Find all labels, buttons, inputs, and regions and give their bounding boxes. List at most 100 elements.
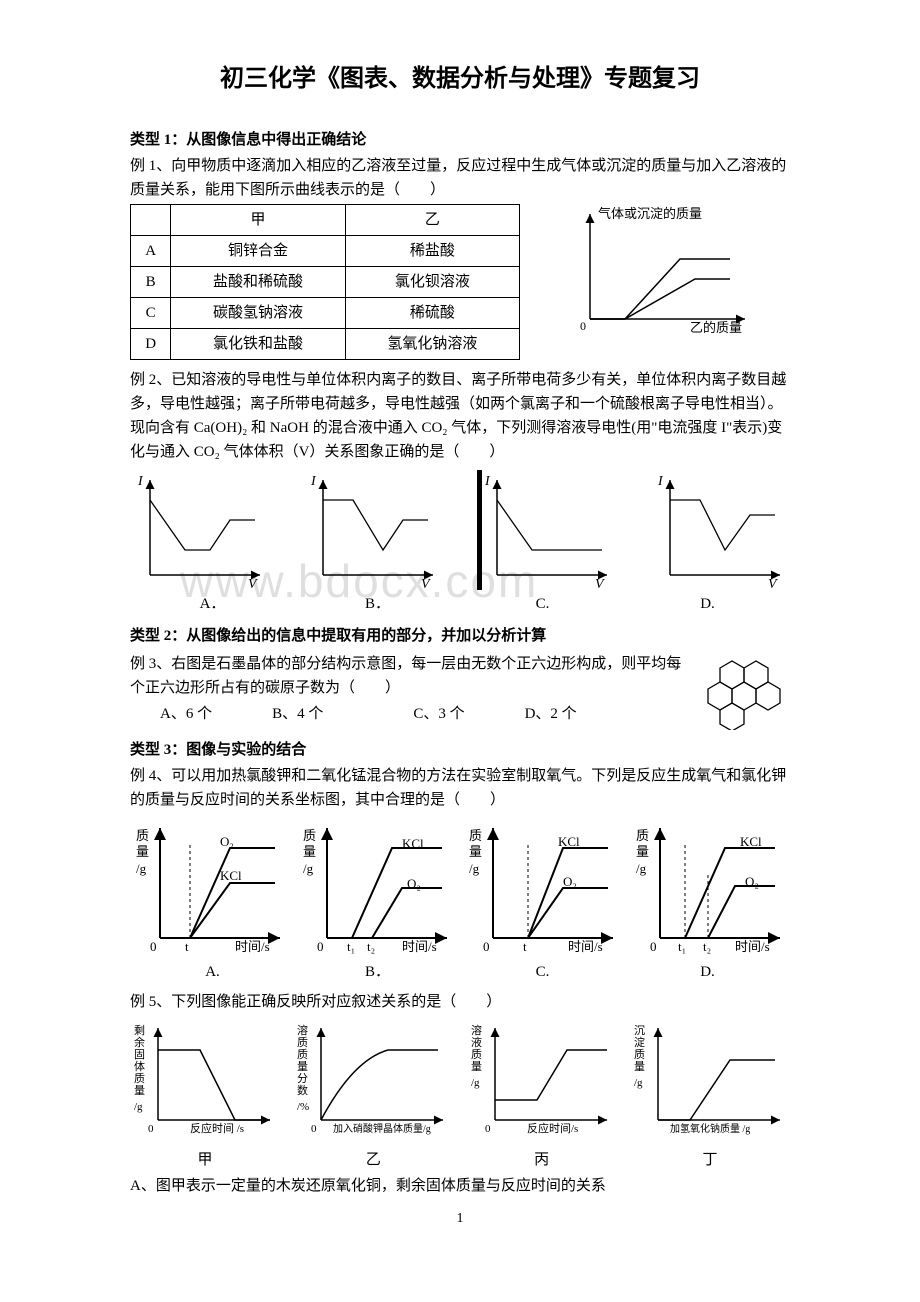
ex5-cap-c: 丙 <box>467 1148 617 1172</box>
svg-text:/%: /% <box>297 1101 309 1113</box>
svg-text:I: I <box>137 474 144 489</box>
ex1-prompt: 例 1、向甲物质中逐滴加入相应的乙溶液至过量，反应过程中生成气体或沉淀的质量与加… <box>130 154 790 202</box>
ex4-chart-c: 质量/g 0 t 时间/s KCl O₂ <box>463 818 623 958</box>
ex5-chart-d: 沉淀质量/g 加氢氧化钠质量 /g <box>630 1020 790 1140</box>
th-jia: 甲 <box>171 205 345 236</box>
cell: 氯化铁和盐酸 <box>171 329 345 360</box>
svg-text:反应时间/s: 反应时间/s <box>527 1121 578 1135</box>
svg-text:t₂: t₂ <box>703 939 711 954</box>
svg-text:0: 0 <box>483 939 490 954</box>
svg-text:量: 量 <box>297 1060 308 1073</box>
svg-text:I: I <box>484 474 491 489</box>
svg-text:I: I <box>310 474 317 489</box>
svg-text:量: 量 <box>471 1060 482 1073</box>
ex5-option-a: A、图甲表示一定量的木炭还原氧化铜，剩余固体质量与反应时间的关系 <box>130 1174 790 1198</box>
svg-text:V: V <box>768 577 778 590</box>
cell: 氯化钡溶液 <box>345 267 519 298</box>
svg-text:O₂: O₂ <box>563 874 577 889</box>
svg-text:t₁: t₁ <box>678 939 686 954</box>
table-row: A 铜锌合金 稀盐酸 <box>131 236 520 267</box>
svg-text:液: 液 <box>471 1035 482 1049</box>
svg-text:t: t <box>185 939 189 954</box>
ex1-table: 甲 乙 A 铜锌合金 稀盐酸 B 盐酸和稀硫酸 氯化钡溶液 C 碳酸氢钠溶液 稀… <box>130 204 520 360</box>
ex4-prompt: 例 4、可以用加热氯酸钾和二氧化锰混合物的方法在实验室制取氧气。下列是反应生成氧… <box>130 764 790 812</box>
ex3-prompt: 例 3、右图是石墨晶体的部分结构示意图，每一层由无数个正六边形构成，则平均每个正… <box>130 652 690 700</box>
svg-text:量: 量 <box>303 844 316 859</box>
svg-text:0: 0 <box>311 1123 317 1135</box>
ex5-chart-c: 溶液质量/g 0 反应时间/s <box>467 1020 617 1140</box>
opt-a: A. <box>130 960 295 984</box>
svg-text:淀: 淀 <box>634 1035 645 1049</box>
opt-c: C. <box>460 592 625 616</box>
svg-text:时间/s: 时间/s <box>568 939 603 954</box>
ex5-cap-a: 甲 <box>130 1148 280 1172</box>
section-3-heading: 类型 3：图像与实验的结合 <box>130 738 790 762</box>
cell: D <box>131 329 171 360</box>
svg-text:体: 体 <box>134 1059 145 1073</box>
svg-text:0: 0 <box>650 939 657 954</box>
svg-text:/g: /g <box>469 861 480 876</box>
svg-text:溶: 溶 <box>471 1023 482 1037</box>
cell: C <box>131 298 171 329</box>
svg-text:数: 数 <box>297 1084 308 1097</box>
svg-text:量: 量 <box>134 1084 145 1097</box>
svg-text:KCl: KCl <box>402 836 424 851</box>
origin-label: 0 <box>580 319 586 333</box>
th-blank <box>131 205 171 236</box>
ex2-chart-b: I V <box>303 470 443 590</box>
ex5-cap-d: 丁 <box>630 1148 790 1172</box>
page-title: 初三化学《图表、数据分析与处理》专题复习 <box>130 60 790 98</box>
cell: B <box>131 267 171 298</box>
svg-text:溶: 溶 <box>297 1023 308 1037</box>
svg-text:0: 0 <box>150 939 157 954</box>
opt-c: C. <box>460 960 625 984</box>
cell: 铜锌合金 <box>171 236 345 267</box>
ex5-chart-a: 剩余固体质量/g 0 反应时间 /s <box>130 1020 280 1140</box>
svg-text:量: 量 <box>634 1060 645 1073</box>
svg-text:余: 余 <box>134 1035 145 1049</box>
svg-text:质: 质 <box>469 828 482 843</box>
svg-text:加氢氧化钠质量 /g: 加氢氧化钠质量 /g <box>670 1122 750 1135</box>
svg-text:KCl: KCl <box>558 834 580 849</box>
svg-text:t₁: t₁ <box>347 939 355 954</box>
ex5-chart-b: 溶质质量分数/% 0 加入硝酸钾晶体质量/g <box>293 1020 453 1140</box>
ex4-chart-a: 质量/g 0 t 时间/s O₂ KCl <box>130 818 290 958</box>
svg-text:分: 分 <box>297 1072 308 1085</box>
svg-text:剩: 剩 <box>134 1024 145 1037</box>
ex4-chart-b: 质量/g 0 t₁ t₂ 时间/s KCl O₂ <box>297 818 457 958</box>
svg-text:量: 量 <box>636 844 649 859</box>
svg-text:O₂: O₂ <box>407 876 421 891</box>
svg-text:质: 质 <box>297 1036 308 1049</box>
ex2-chart-c: I V <box>477 470 617 590</box>
graphite-icon <box>700 650 790 730</box>
ex2-chart-d: I V <box>650 470 790 590</box>
svg-text:质: 质 <box>636 828 649 843</box>
svg-text:t₂: t₂ <box>367 939 375 954</box>
ex2-chart-a: I V <box>130 470 270 590</box>
cell: A <box>131 236 171 267</box>
svg-text:反应时间 /s: 反应时间 /s <box>190 1121 244 1135</box>
y-axis-label: 气体或沉淀的质量 <box>598 206 702 221</box>
cell: 盐酸和稀硫酸 <box>171 267 345 298</box>
section-2-heading: 类型 2：从图像给出的信息中提取有用的部分，并加以分析计算 <box>130 624 790 648</box>
cell: 稀盐酸 <box>345 236 519 267</box>
svg-text:O₂: O₂ <box>220 834 234 849</box>
opt-b: B． <box>295 960 460 984</box>
svg-text:0: 0 <box>317 939 324 954</box>
svg-text:/g: /g <box>136 861 147 876</box>
svg-text:质: 质 <box>634 1048 645 1061</box>
svg-text:时间/s: 时间/s <box>235 939 270 954</box>
ex4-chart-d: 质量/g 0 t₁ t₂ 时间/s KCl O₂ <box>630 818 790 958</box>
cell: 碳酸氢钠溶液 <box>171 298 345 329</box>
ex2-prompt: 例 2、已知溶液的导电性与单位体积内离子的数目、离子所带电荷多少有关，单位体积内… <box>130 368 790 464</box>
svg-text:/g: /g <box>636 861 647 876</box>
svg-text:量: 量 <box>136 844 149 859</box>
svg-text:/g: /g <box>303 861 314 876</box>
ex3-options: A、6 个 B、4 个 C、3 个 D、2 个 <box>130 702 690 726</box>
svg-text:质: 质 <box>471 1048 482 1061</box>
svg-text:O₂: O₂ <box>745 874 759 889</box>
cell: 稀硫酸 <box>345 298 519 329</box>
ex1-chart: 气体或沉淀的质量 乙的质量 0 <box>550 204 760 334</box>
opt-d: D. <box>625 960 790 984</box>
svg-text:沉: 沉 <box>634 1024 645 1037</box>
